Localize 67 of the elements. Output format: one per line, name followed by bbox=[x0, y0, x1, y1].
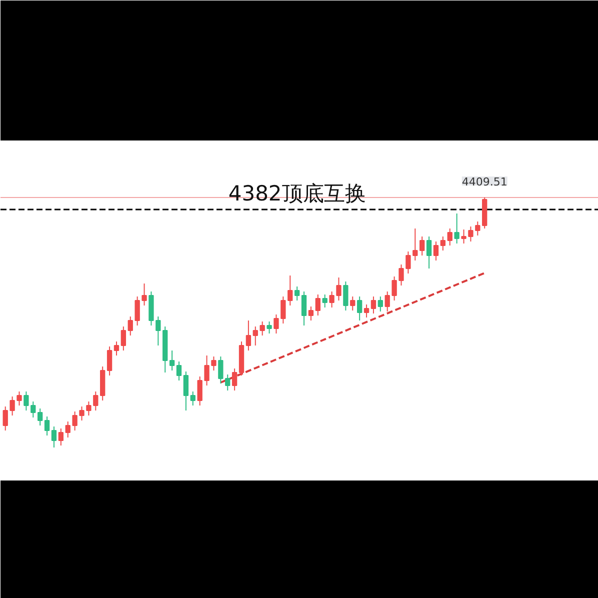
candlestick bbox=[225, 374, 230, 391]
candlestick bbox=[322, 294, 328, 308]
candlestick bbox=[2, 406, 8, 431]
annotation: 4382顶底互换 bbox=[228, 182, 366, 206]
candlestick bbox=[218, 356, 224, 384]
candlestick bbox=[370, 296, 376, 314]
candlestick bbox=[211, 356, 216, 371]
candlestick bbox=[468, 226, 474, 242]
candlestick bbox=[308, 306, 314, 321]
candlestick bbox=[30, 401, 36, 418]
candlestick bbox=[79, 406, 84, 421]
candlestick bbox=[398, 264, 404, 286]
candlestick bbox=[440, 236, 446, 251]
candlestick bbox=[433, 241, 439, 261]
candlestick bbox=[58, 428, 64, 446]
candlestick bbox=[10, 396, 15, 416]
candlestick bbox=[176, 361, 182, 381]
candlestick bbox=[72, 411, 78, 431]
candlestick bbox=[336, 277, 342, 301]
candlestick bbox=[142, 283, 147, 306]
candlestick bbox=[183, 371, 189, 411]
candlestick bbox=[392, 276, 397, 301]
candlestick bbox=[315, 294, 320, 316]
candlestick bbox=[106, 346, 112, 376]
candlestick bbox=[461, 229, 466, 244]
candlestick bbox=[16, 391, 22, 406]
candlestick bbox=[274, 314, 279, 334]
candlestick bbox=[204, 355, 210, 386]
candlestick bbox=[86, 401, 92, 416]
candlestick bbox=[260, 321, 265, 336]
candlestick bbox=[280, 296, 286, 324]
candlestick bbox=[288, 275, 293, 306]
candlestick bbox=[329, 291, 334, 308]
candlestick bbox=[412, 228, 418, 261]
candlestick bbox=[384, 291, 390, 312]
candlestick bbox=[350, 296, 356, 311]
candlestick bbox=[475, 221, 480, 236]
candlestick bbox=[252, 326, 258, 346]
candlestick bbox=[420, 236, 425, 256]
candlestick bbox=[156, 316, 161, 346]
candlestick bbox=[65, 421, 70, 438]
candlestick bbox=[38, 408, 43, 426]
candlestick bbox=[454, 213, 460, 244]
candlestick bbox=[343, 281, 348, 311]
candlestick bbox=[406, 251, 411, 274]
candlestick bbox=[294, 286, 300, 301]
candlestick bbox=[134, 296, 140, 326]
candlestick bbox=[364, 304, 370, 318]
candlestick bbox=[44, 416, 50, 436]
candlestick bbox=[447, 228, 452, 246]
candlestick bbox=[169, 350, 175, 371]
candlestick bbox=[190, 391, 196, 406]
candlestick bbox=[128, 316, 133, 336]
candlestick bbox=[93, 391, 98, 411]
candlestick bbox=[197, 376, 202, 406]
candlestick bbox=[378, 296, 383, 312]
candlestick bbox=[120, 326, 126, 351]
text: 4409.51 bbox=[462, 176, 508, 188]
candlestick bbox=[301, 291, 307, 326]
candlestick bbox=[114, 341, 120, 356]
candlestick bbox=[266, 321, 272, 334]
candlestick bbox=[51, 426, 57, 448]
candlestick bbox=[356, 296, 362, 321]
candlestick bbox=[426, 236, 432, 269]
candlestick bbox=[232, 368, 238, 391]
candlestick bbox=[24, 391, 29, 411]
candlestick bbox=[246, 320, 252, 351]
